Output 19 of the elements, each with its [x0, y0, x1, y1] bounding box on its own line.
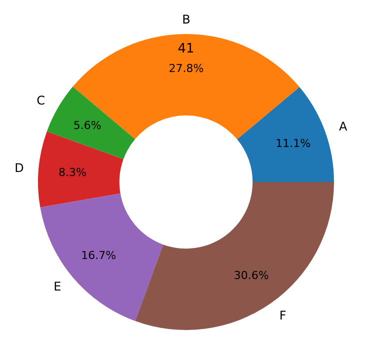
data-label: 27.8% [168, 62, 204, 75]
slice-label: F [279, 308, 286, 323]
donut-slice [40, 193, 164, 322]
donut-slice [46, 86, 136, 160]
donut-slice [72, 34, 300, 140]
data-label: 16.7% [81, 248, 116, 262]
slice-label: B [182, 12, 190, 26]
data-label: 5.6% [73, 118, 102, 132]
slice-label: A [339, 120, 348, 134]
data-label: 30.6% [234, 269, 269, 282]
slice-label: D [14, 160, 24, 175]
donut-slice [38, 131, 124, 208]
data-label: 8.3% [58, 166, 86, 179]
donut-slice [135, 182, 334, 330]
slice-label: E [54, 280, 62, 294]
data-label: 11.1% [276, 136, 311, 150]
slice-label: C [36, 94, 46, 108]
donut-slice [237, 87, 334, 182]
text: 41 [178, 41, 194, 56]
